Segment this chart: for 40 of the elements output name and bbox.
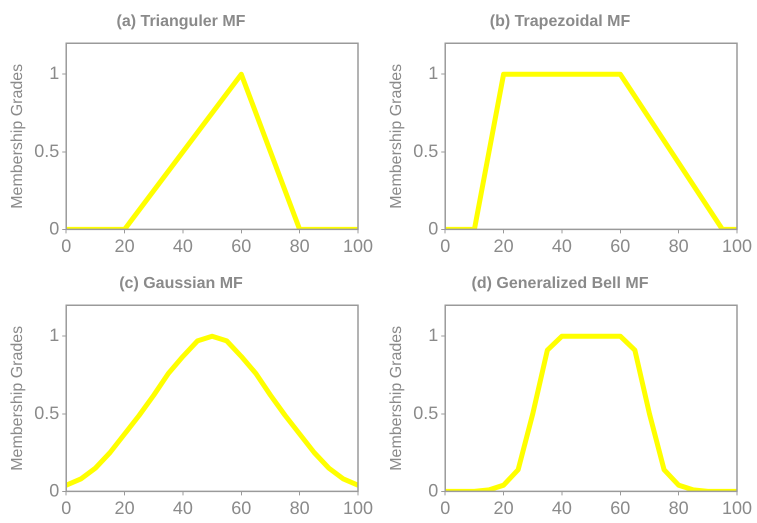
y-tick-label: 0.5 <box>413 402 438 423</box>
chart-title: (a) Trianguler MF <box>116 13 246 30</box>
x-tick-label: 40 <box>172 498 193 518</box>
chart-title: (c) Gaussian MF <box>119 275 244 292</box>
x-tick-label: 20 <box>494 498 514 518</box>
x-tick-label: 100 <box>722 498 752 518</box>
x-tick-label: 20 <box>494 236 514 256</box>
y-tick-label: 0 <box>428 480 438 500</box>
y-tick-label: 1 <box>428 63 438 84</box>
x-tick-label: 100 <box>342 498 374 518</box>
x-tick-label: 60 <box>231 498 252 518</box>
y-tick-label: 0 <box>49 218 60 238</box>
x-tick-label: 60 <box>610 498 630 518</box>
y-tick-label: 1 <box>49 325 60 346</box>
y-tick-label: 1 <box>49 63 60 84</box>
y-axis-title: Membership Grades <box>9 326 26 471</box>
x-tick-label: 40 <box>552 236 572 256</box>
x-tick-label: 60 <box>231 236 252 256</box>
x-tick-label: 40 <box>552 498 572 518</box>
x-tick-label: 40 <box>172 236 193 256</box>
y-tick-label: 0 <box>428 218 438 238</box>
y-tick-label: 0.5 <box>34 402 60 423</box>
x-tick-label: 80 <box>290 236 310 256</box>
y-axis-title: Membership Grades <box>9 64 26 209</box>
x-tick-label: 100 <box>722 236 752 256</box>
y-tick-label: 0.5 <box>413 140 438 161</box>
x-tick-label: 20 <box>114 498 135 518</box>
chart-title: (d) Generalized Bell MF <box>472 275 649 292</box>
chart-title: (b) Trapezoidal MF <box>490 13 630 30</box>
y-tick-label: 0.5 <box>34 140 60 161</box>
y-tick-label: 0 <box>49 480 60 500</box>
x-tick-label: 80 <box>668 236 689 256</box>
x-tick-label: 100 <box>342 236 374 256</box>
y-axis-title: Membership Grades <box>388 326 406 471</box>
x-tick-label: 20 <box>114 236 135 256</box>
x-tick-label: 80 <box>668 498 689 518</box>
x-tick-label: 80 <box>290 498 310 518</box>
x-tick-label: 60 <box>610 236 630 256</box>
y-axis-title: Membership Grades <box>388 64 406 209</box>
y-tick-label: 1 <box>428 325 438 346</box>
